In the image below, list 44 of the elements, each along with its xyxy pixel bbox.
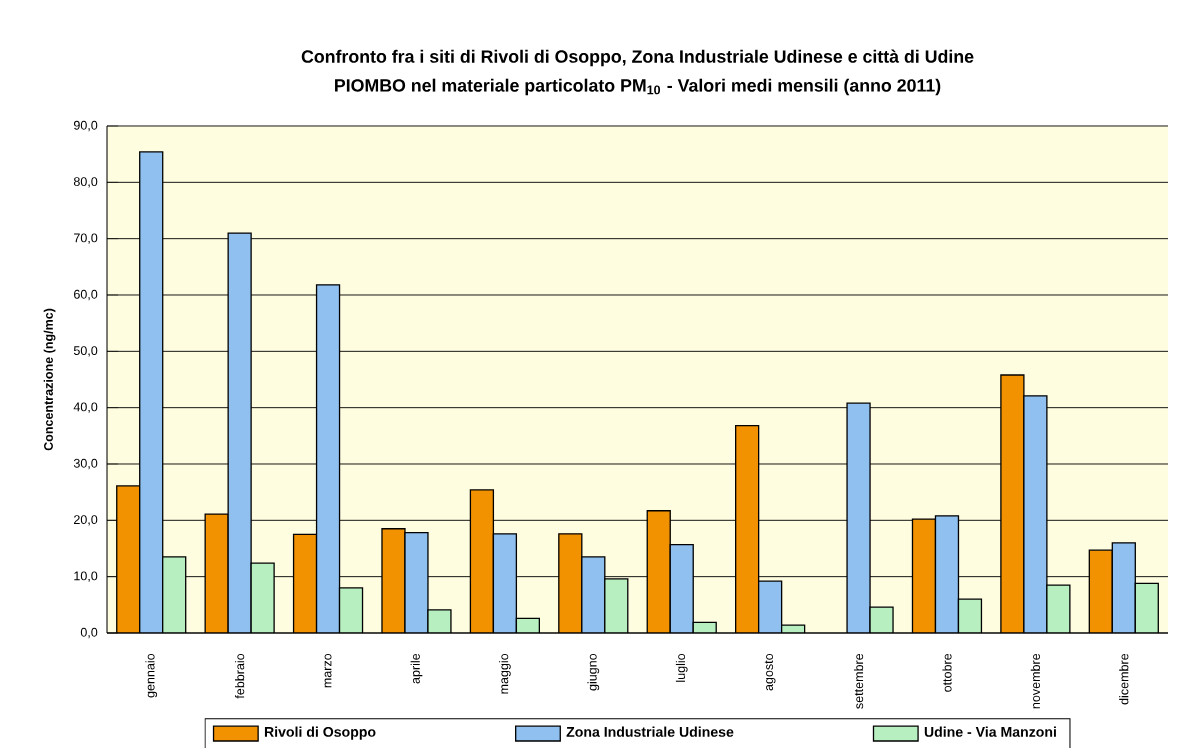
legend-label: Rivoli di Osoppo [264,726,376,740]
y-tick-label: 40,0 [73,402,98,413]
bar [292,533,318,633]
x-tick-label: aprile [410,653,423,684]
x-tick-label: agosto [764,653,776,691]
y-tick-label: 60,0 [74,289,98,301]
bar [1000,374,1025,633]
x-tick-label: dicembre [1119,653,1129,705]
legend-label: Zona Industriale Udinese [566,726,734,737]
y-tick-label: 0,0 [80,627,98,639]
x-tick-label: marzo [324,653,332,688]
bar [911,518,937,633]
legend-label: Udine - Via Manzoni [924,726,1056,737]
x-tick-label: maggio [499,653,511,694]
chart-title: Confronto fra i siti di Rivoli di Osoppo, Zona Industriale Udinese e città di Udine [301,49,974,67]
bar [646,510,671,633]
bar [1088,549,1113,633]
y-tick-label: 80,0 [73,177,98,188]
y-tick-label: 50,0 [73,346,98,357]
x-tick-label: giugno [587,653,600,691]
bar [1134,582,1159,633]
bar [604,578,629,633]
x-tick-label: luglio [675,653,688,682]
y-axis-title: Concentrazione (ng/mc) [43,308,56,451]
x-tick-label: novembre [1030,653,1040,709]
x-tick-label: ottobre [942,653,952,692]
y-tick-label: 70,0 [74,233,98,244]
bar [162,556,187,633]
y-tick-label: 20,0 [74,515,98,526]
y-tick-label: 10,0 [74,571,98,582]
bar [558,533,583,633]
bar [469,489,495,633]
x-tick-label: gennaio [145,653,158,698]
bar [116,485,141,633]
x-tick-label: settembre [853,653,864,709]
bar [204,513,229,633]
y-tick-label: 30,0 [73,458,98,470]
bar [338,587,364,633]
x-tick-label: febbraio [235,653,245,699]
chart-subtitle: PIOMBO nel materiale particolato PM$_{10}$ - Valori medi mensili (anno 2011) [335,78,941,96]
bar [957,598,983,633]
bar [381,528,406,633]
bar [734,425,760,633]
y-tick-label: 90,0 [73,120,98,132]
